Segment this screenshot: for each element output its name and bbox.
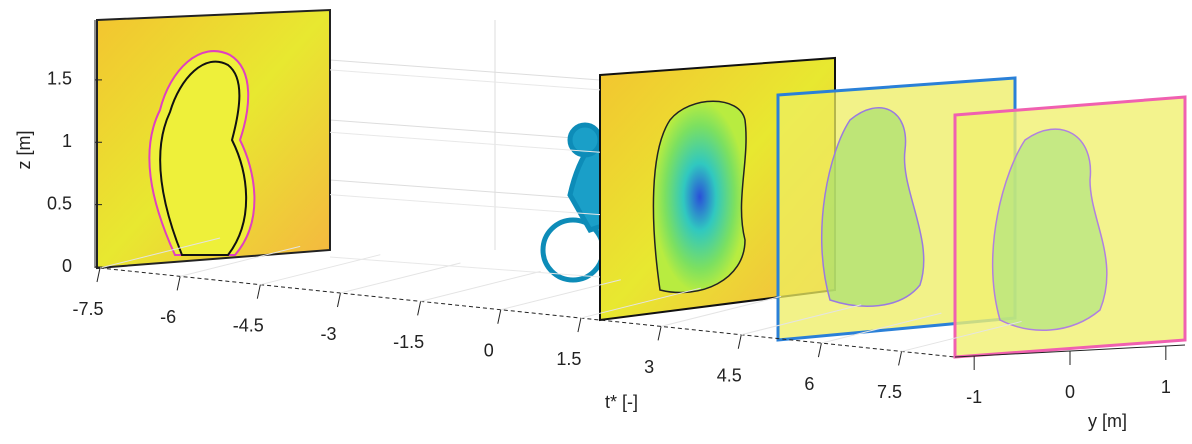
grid-line <box>99 237 221 269</box>
grid-line <box>329 69 601 91</box>
x-tick <box>96 267 101 283</box>
plane-left <box>96 8 331 270</box>
grid-line <box>580 287 702 319</box>
plane-pink <box>953 95 1187 359</box>
t-axis-line <box>99 267 956 358</box>
z-tick-label: 1.5 <box>47 69 72 89</box>
x-tick-label: -3 <box>320 324 336 344</box>
x-tick <box>497 309 502 324</box>
grid-line <box>340 262 461 294</box>
z-tick-label: 0 <box>62 256 72 276</box>
x-tick-label: 3 <box>644 357 654 377</box>
grid-line <box>660 295 782 327</box>
x-tick <box>577 317 582 333</box>
x-tick <box>256 284 261 299</box>
x-tick <box>176 276 181 291</box>
grid-line <box>420 270 541 302</box>
x-tick-label: -1.5 <box>393 332 424 352</box>
grid-line <box>741 304 862 336</box>
x-tick-label: 4.5 <box>717 366 742 386</box>
x-tick-label: 6 <box>804 374 814 394</box>
x-tick-label: 1.5 <box>556 349 581 369</box>
x-tick <box>336 292 341 308</box>
x-tick-label: -7.5 <box>72 299 103 319</box>
z-tick-label: 0.5 <box>47 193 72 213</box>
z-axis-label: z [m] <box>14 131 34 170</box>
x-tick <box>737 334 742 349</box>
grid-line <box>901 320 1022 352</box>
y-axis-label: y [m] <box>1088 411 1127 431</box>
x-axis-label: t* [-] <box>605 392 638 412</box>
grid-line <box>329 131 601 153</box>
grid-line <box>821 312 942 344</box>
z-tick-label: 1 <box>62 131 72 151</box>
y-tick-label: 0 <box>1065 382 1075 402</box>
y-tick-label: -1 <box>966 387 982 407</box>
grid-line <box>180 245 301 277</box>
grid-line <box>329 256 601 278</box>
grid-line <box>329 194 601 216</box>
x-tick-label: 7.5 <box>877 382 902 402</box>
y-tick-label: 1 <box>1161 377 1171 397</box>
x-tick <box>817 342 822 358</box>
x-tick-label: 0 <box>484 340 494 360</box>
grid-line <box>500 279 621 311</box>
x-tick <box>657 326 662 341</box>
x-tick <box>898 351 903 366</box>
x-tick-label: -4.5 <box>233 315 264 335</box>
x-tick <box>417 301 422 316</box>
plane-middle <box>599 56 836 322</box>
back-grid <box>329 20 601 250</box>
x-tick-label: -6 <box>160 307 176 327</box>
